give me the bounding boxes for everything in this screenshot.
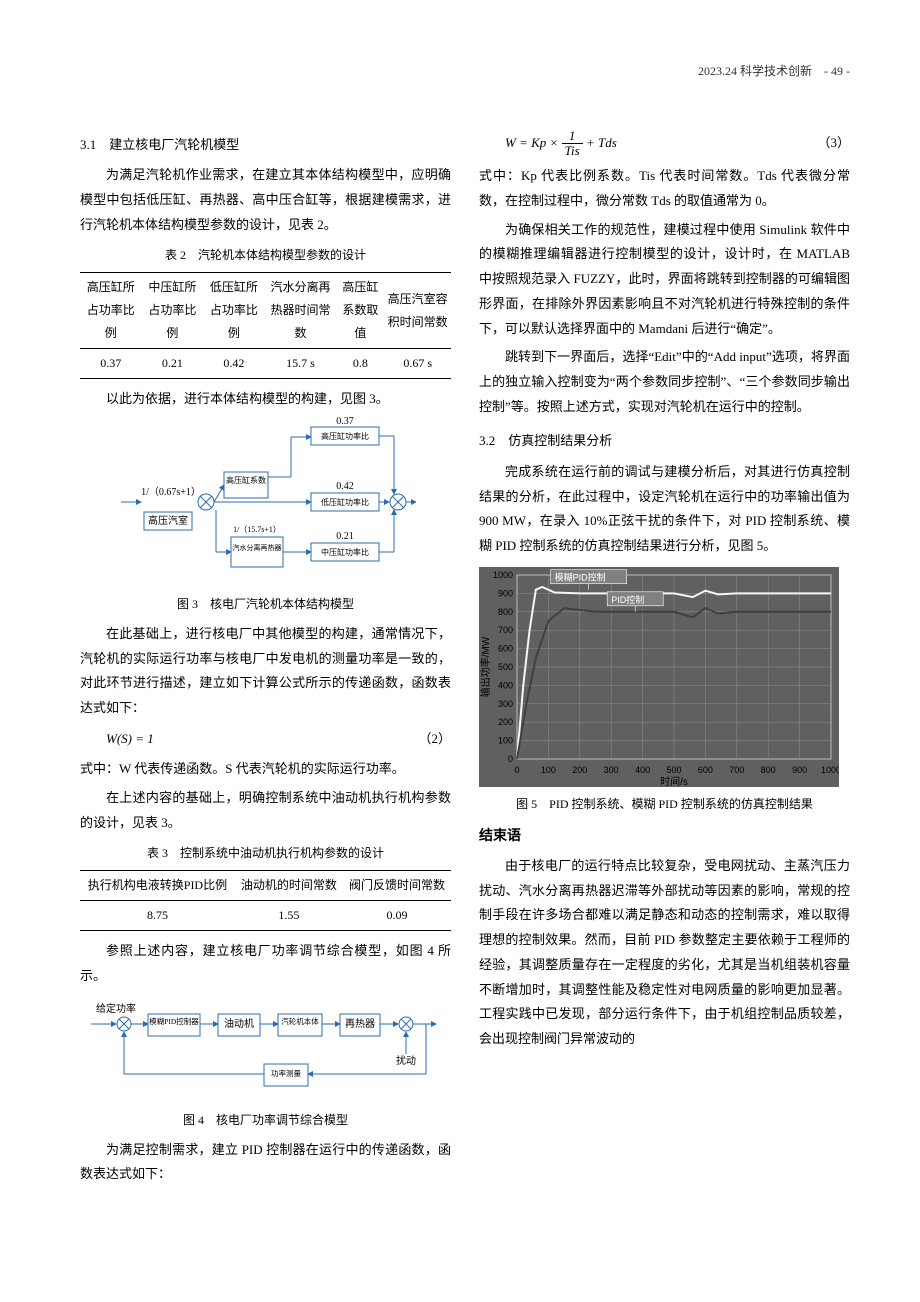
svg-text:PID控制: PID控制 — [611, 594, 644, 605]
table-2-caption: 表 2 汽轮机本体结构模型参数的设计 — [80, 244, 451, 267]
cell: 1.55 — [235, 901, 343, 931]
svg-text:1000: 1000 — [493, 570, 513, 580]
para: 完成系统在运行前的调试与建模分析后，对其进行仿真控制结果的分析，在此过程中，设定… — [479, 460, 850, 559]
svg-text:给定功率: 给定功率 — [96, 1002, 136, 1015]
svg-text:200: 200 — [498, 717, 513, 727]
para: 为满足汽轮机作业需求，在建立其本体结构模型中，应明确模型中包括低压缸、再热器、高… — [80, 163, 451, 237]
section-3-1-head: 3.1 建立核电厂汽轮机模型 — [80, 133, 451, 158]
para: 跳转到下一界面后，选择“Edit”中的“Add input”选项，将界面上的独立… — [479, 345, 850, 419]
svg-text:时间/s: 时间/s — [660, 775, 688, 787]
cell: 执行机构电液转换PID比例 — [80, 871, 235, 901]
left-column: 3.1 建立核电厂汽轮机模型 为满足汽轮机作业需求，在建立其本体结构模型中，应明… — [80, 123, 451, 1191]
svg-text:高压缸功率比: 高压缸功率比 — [321, 431, 369, 441]
svg-text:低压缸功率比: 低压缸功率比 — [321, 497, 369, 507]
svg-text:600: 600 — [698, 765, 713, 775]
para: 由于核电厂的运行特点比较复杂，受电网扰动、主蒸汽压力扰动、汽水分离再热器迟滞等外… — [479, 854, 850, 1052]
svg-text:600: 600 — [498, 643, 513, 653]
cell: 汽水分离再热器时间常数 — [265, 273, 337, 348]
equation-2: W(S) = 1 （2） — [80, 727, 451, 752]
svg-text:100: 100 — [498, 735, 513, 745]
para: 为确保相关工作的规范性，建模过程中使用 Simulink 软件中的模糊推理编辑器… — [479, 218, 850, 341]
svg-text:800: 800 — [498, 607, 513, 617]
cell: 高压缸系数取值 — [336, 273, 384, 348]
table-3-caption: 表 3 控制系统中油动机执行机构参数的设计 — [80, 842, 451, 865]
svg-text:汽水分离再热器: 汽水分离再热器 — [232, 543, 281, 552]
right-column: W = Kp × 1Tis + Tds （3） 式中：Kp 代表比例系数。Tis… — [479, 123, 850, 1191]
cell: 15.7 s — [265, 348, 337, 378]
cell: 0.37 — [80, 348, 142, 378]
svg-text:100: 100 — [541, 765, 556, 775]
para: 式中：W 代表传递函数。S 代表汽轮机的实际运行功率。 — [80, 757, 451, 782]
svg-text:500: 500 — [666, 765, 681, 775]
equation-3: W = Kp × 1Tis + Tds （3） — [479, 129, 850, 159]
conclusion-head: 结束语 — [479, 824, 850, 851]
svg-text:200: 200 — [572, 765, 587, 775]
svg-text:300: 300 — [604, 765, 619, 775]
svg-text:油动机: 油动机 — [224, 1017, 254, 1030]
svg-text:900: 900 — [792, 765, 807, 775]
para: 以此为依据，进行本体结构模型的构建，见图 3。 — [80, 387, 451, 412]
svg-text:900: 900 — [498, 588, 513, 598]
cell: 高压缸所占功率比例 — [80, 273, 142, 348]
para: 参照上述内容，建立核电厂功率调节综合模型，如图 4 所示。 — [80, 939, 451, 988]
cell: 0.67 s — [384, 348, 451, 378]
para: 在上述内容的基础上，明确控制系统中油动机执行机构参数的设计，见表 3。 — [80, 786, 451, 835]
svg-text:模糊PID控制器: 模糊PID控制器 — [149, 1016, 199, 1026]
svg-text:0: 0 — [514, 765, 519, 775]
cell: 高压汽室容积时间常数 — [384, 273, 451, 348]
svg-text:再热器: 再热器 — [345, 1017, 375, 1030]
svg-text:700: 700 — [498, 625, 513, 635]
cell: 阀门反馈时间常数 — [343, 871, 451, 901]
svg-text:500: 500 — [498, 662, 513, 672]
cell: 油动机的时间常数 — [235, 871, 343, 901]
figure-3: 高压汽室 1/（0.67s+1） 高压缸系数 高压缸功率比 0.37 低压缸功率… — [116, 417, 416, 587]
table-2: 高压缸所占功率比例中压缸所占功率比例低压缸所占功率比例汽水分离再热器时间常数高压… — [80, 272, 451, 378]
svg-text:400: 400 — [498, 680, 513, 690]
table-3: 执行机构电液转换PID比例油动机的时间常数阀门反馈时间常数 8.751.550.… — [80, 870, 451, 931]
cell: 8.75 — [80, 901, 235, 931]
svg-text:扰动: 扰动 — [396, 1054, 416, 1067]
figure-4: 给定功率 模糊PID控制器 油动机 汽轮机本体 再热器 扰动 功率测量 — [86, 994, 446, 1103]
svg-text:高压汽室: 高压汽室 — [148, 514, 188, 527]
issue-label: 2023.24 科学技术创新 — [698, 64, 812, 78]
svg-text:高压缸系数: 高压缸系数 — [226, 475, 266, 485]
page-header: 2023.24 科学技术创新 - 49 - — [80, 60, 850, 83]
svg-text:700: 700 — [729, 765, 744, 775]
svg-text:1/（0.67s+1）: 1/（0.67s+1） — [141, 486, 201, 498]
figure-5-chart: 0 100 200 300 400 500 600 700 800 900 1000 0 100 200 3… — [479, 567, 839, 787]
page-number: - 49 - — [824, 64, 850, 78]
svg-text:汽轮机本体: 汽轮机本体 — [281, 1016, 319, 1026]
cell: 0.42 — [203, 348, 265, 378]
cell: 低压缸所占功率比例 — [203, 273, 265, 348]
svg-text:0.37: 0.37 — [336, 417, 354, 427]
para: 式中：Kp 代表比例系数。Tis 代表时间常数。Tds 代表微分常数，在控制过程… — [479, 164, 850, 213]
svg-text:0: 0 — [508, 754, 513, 764]
svg-text:0.21: 0.21 — [336, 531, 354, 542]
section-3-2-head: 3.2 仿真控制结果分析 — [479, 429, 850, 454]
cell: 0.21 — [142, 348, 204, 378]
svg-text:0.42: 0.42 — [336, 481, 354, 492]
para: 为满足控制需求，建立 PID 控制器在运行中的传递函数，函数表达式如下： — [80, 1138, 451, 1187]
cell: 0.09 — [343, 901, 451, 931]
svg-text:输出功率/MW: 输出功率/MW — [479, 636, 492, 697]
svg-text:模糊PID控制: 模糊PID控制 — [555, 571, 606, 582]
svg-text:400: 400 — [635, 765, 650, 775]
figure-5-caption: 图 5 PID 控制系统、模糊 PID 控制系统的仿真控制结果 — [479, 793, 850, 816]
cell: 中压缸所占功率比例 — [142, 273, 204, 348]
svg-text:功率测量: 功率测量 — [271, 1068, 301, 1078]
svg-text:中压缸功率比: 中压缸功率比 — [321, 547, 369, 557]
svg-text:1000: 1000 — [821, 765, 839, 775]
svg-text:800: 800 — [761, 765, 776, 775]
cell: 0.8 — [336, 348, 384, 378]
svg-text:1/（15.7s+1）: 1/（15.7s+1） — [233, 525, 281, 534]
figure-3-caption: 图 3 核电厂汽轮机本体结构模型 — [80, 593, 451, 616]
svg-text:300: 300 — [498, 699, 513, 709]
para: 在此基础上，进行核电厂中其他模型的构建，通常情况下，汽轮机的实际运行功率与核电厂… — [80, 622, 451, 721]
figure-4-caption: 图 4 核电厂功率调节综合模型 — [80, 1109, 451, 1132]
